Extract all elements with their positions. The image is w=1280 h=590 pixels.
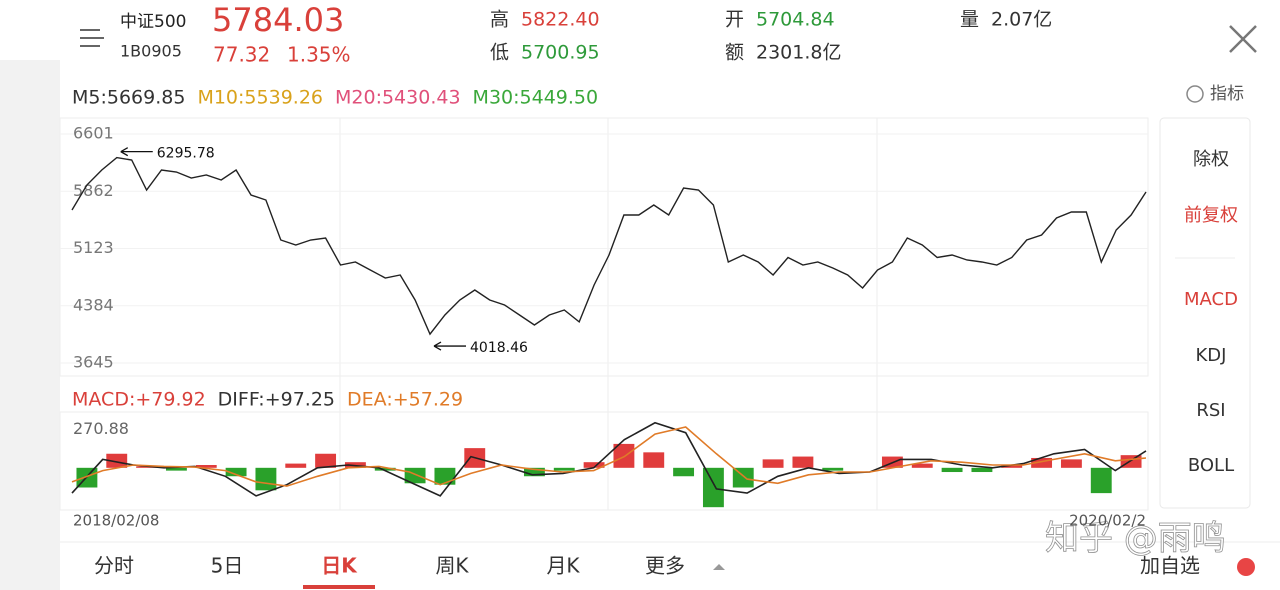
x-label: 2018/02/08 <box>73 512 159 530</box>
add-dot <box>1237 558 1255 576</box>
macd-bar <box>673 467 695 477</box>
change: 77.32 <box>213 43 270 67</box>
side-menu-item[interactable]: BOLL <box>1188 455 1234 476</box>
v-grid <box>339 118 878 510</box>
macd-bar <box>315 453 337 468</box>
macd-bar <box>1001 465 1023 468</box>
macd-bar <box>136 466 158 468</box>
macd-bar <box>792 456 814 468</box>
macd-bar <box>225 467 247 477</box>
macd-bar <box>1090 467 1112 494</box>
macd-bar <box>643 452 665 468</box>
change-pct: 1.35% <box>287 43 351 67</box>
legend-text: M10:5539.26 <box>197 87 323 109</box>
macd-bar <box>971 467 993 473</box>
side-menu-item[interactable]: KDJ <box>1196 345 1227 366</box>
macd-bar <box>613 443 635 468</box>
y-tick-label: 6601 <box>73 124 114 143</box>
stat-label: 额 <box>725 42 744 64</box>
macd-line <box>71 421 1147 497</box>
legend-text: DEA:+57.29 <box>347 389 463 411</box>
stat-label: 低 <box>490 42 509 64</box>
side-menu-item[interactable]: MACD <box>1184 289 1238 310</box>
macd-bar <box>911 463 933 468</box>
legend-text: M20:5430.43 <box>335 87 461 109</box>
side-panel <box>1159 117 1251 509</box>
tab[interactable]: 分时 <box>94 554 134 578</box>
side-menu-item[interactable]: 除权 <box>1193 149 1229 170</box>
price-frame <box>59 117 1149 377</box>
tab[interactable]: 月K <box>546 554 580 578</box>
y-tick-label: 5862 <box>73 181 114 200</box>
index-name: 中证500 <box>120 12 186 32</box>
macd-bar <box>106 453 128 468</box>
macd-bar <box>822 467 844 471</box>
price: 5784.03 <box>212 1 344 39</box>
menu-icon[interactable] <box>80 29 104 47</box>
macd-bar <box>285 463 307 468</box>
tab[interactable]: 更多 <box>645 554 685 578</box>
legend-text: M5:5669.85 <box>72 87 185 109</box>
stat-value: 5822.40 <box>521 9 600 31</box>
annotation-label: 6295.78 <box>157 146 215 162</box>
legend-text: DIFF:+97.25 <box>218 389 335 411</box>
macd-bar <box>1060 459 1082 468</box>
macd-bar <box>762 459 784 468</box>
macd-bar <box>1031 457 1053 468</box>
price-line <box>71 156 1147 336</box>
macd-bar <box>583 462 605 468</box>
macd-bar <box>195 465 217 468</box>
annotation-label: 4018.46 <box>470 340 528 356</box>
macd-bar <box>165 467 187 471</box>
side-menu-item[interactable]: 前复权 <box>1184 205 1238 226</box>
index-code: 1B0905 <box>120 42 182 61</box>
indicator-label: 指标 <box>1210 84 1244 104</box>
macd-bar <box>374 467 396 471</box>
stat-value: 5700.95 <box>521 42 600 64</box>
tab[interactable]: 周K <box>435 554 469 578</box>
macd-bar <box>732 467 754 488</box>
macd-frame <box>59 411 1149 511</box>
macd-bar <box>553 467 575 471</box>
stat-value: 2301.8亿 <box>756 42 841 64</box>
close-button[interactable] <box>1229 25 1257 53</box>
tab[interactable]: 日K <box>321 554 358 578</box>
more-arrow <box>713 564 725 570</box>
tab[interactable]: 5日 <box>211 554 244 578</box>
y-tick-label: 3645 <box>73 353 114 372</box>
tab-underline <box>303 585 375 589</box>
stat-value: 2.07亿 <box>991 9 1052 31</box>
stat-label: 开 <box>725 9 744 31</box>
y-tick-label: 5123 <box>73 238 114 257</box>
stat-label: 高 <box>490 9 509 31</box>
y-tick-label: 270.88 <box>73 419 129 438</box>
annotation-arrow <box>433 341 466 351</box>
stat-label: 量 <box>960 9 979 31</box>
macd-line <box>71 426 1147 487</box>
y-tick-label: 4384 <box>73 295 114 314</box>
tab[interactable]: 加自选 <box>1140 554 1200 578</box>
macd-bar <box>702 467 724 508</box>
macd-bar <box>255 467 277 491</box>
legend-text: MACD:+79.92 <box>72 389 206 411</box>
macd-bar <box>941 467 963 473</box>
watermark: 知乎 @雨鸣 <box>1045 519 1226 559</box>
x-label: 2020/02/2 <box>1069 512 1146 530</box>
side-menu-item[interactable]: RSI <box>1196 400 1225 421</box>
macd-bar <box>523 467 545 477</box>
indicator-button[interactable]: 指标 <box>1186 84 1244 104</box>
annotation-arrow <box>120 147 153 157</box>
left-strip <box>0 60 60 590</box>
legend-text: M30:5449.50 <box>473 87 599 109</box>
stat-value: 5704.84 <box>756 9 835 31</box>
